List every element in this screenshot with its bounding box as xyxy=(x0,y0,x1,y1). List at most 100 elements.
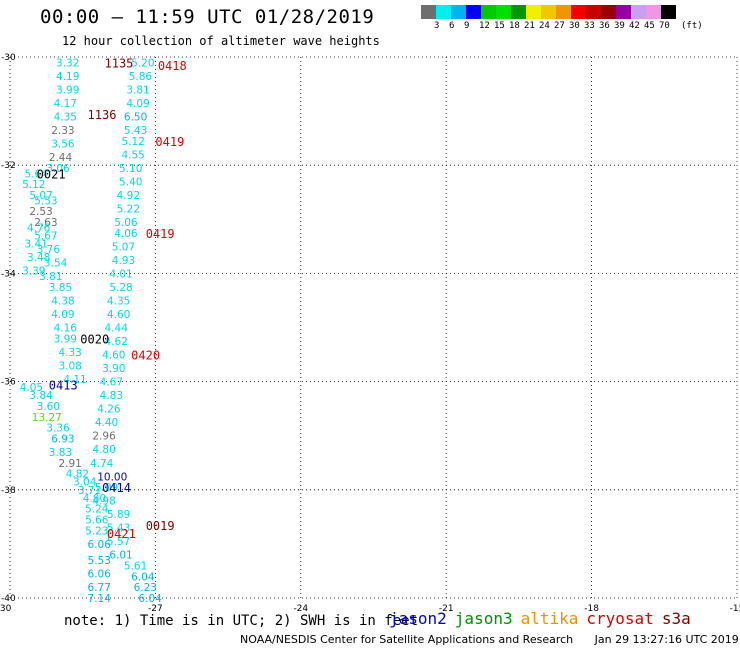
satellite-legend: jason2 jason3 altika cryosat s3a xyxy=(389,609,699,628)
swh-label: 2.63 xyxy=(34,217,57,229)
legend-label: 39 xyxy=(614,21,625,31)
swh-label: 5.09 xyxy=(95,482,118,494)
swh-label: 6.06 xyxy=(88,569,112,581)
pass-time-label: 0419 xyxy=(155,135,184,149)
legend-label: 45 xyxy=(644,21,655,31)
swh-label: 5.07 xyxy=(112,241,135,253)
swh-label: 5.20 xyxy=(131,57,154,69)
x-tick-label: -27 xyxy=(148,604,163,614)
swh-label: 5.40 xyxy=(119,176,142,188)
legend-swatch xyxy=(571,5,586,19)
swh-label: 4.06 xyxy=(114,228,138,240)
swh-label: 3.54 xyxy=(44,258,68,270)
swh-label: 4.74 xyxy=(90,458,114,470)
legend-label: 42 xyxy=(629,21,640,31)
swh-label: 4.17 xyxy=(54,98,77,110)
legend-swatch xyxy=(511,5,526,19)
pass-time-label: 0421 xyxy=(107,527,136,541)
swh-label: 4.35 xyxy=(54,112,77,124)
pass-time-labels: 1135 0418 1136 0419 0021 0419 0020 0420 0413 0414… xyxy=(37,56,187,541)
legend-swatch xyxy=(601,5,616,19)
x-tick-label: -18 xyxy=(584,604,599,614)
pass-time-label: 0020 xyxy=(80,332,109,346)
swh-label: 5.53 xyxy=(88,555,111,567)
swh-label: 3.56 xyxy=(51,139,75,151)
generated-timestamp: Jan 29 13:27:16 UTC 2019 xyxy=(594,633,739,646)
swh-label: 4.01 xyxy=(109,268,132,280)
pass-time-label: 0419 xyxy=(146,227,175,241)
swh-label: 6.06 xyxy=(88,539,112,551)
swh-label: 4.35 xyxy=(107,295,130,307)
color-legend: 3 6 9 12 15 18 21 24 27 30 33 36 39 42 45 70 (ft) xyxy=(421,5,740,33)
swh-label: 5.86 xyxy=(129,71,153,83)
swh-label: 4.33 xyxy=(58,347,81,359)
swh-label: 4.82 xyxy=(66,469,89,481)
swh-label: 3.84 xyxy=(29,390,53,402)
legend-label: 3 xyxy=(434,21,440,31)
legend-label: 33 xyxy=(584,21,595,31)
swh-label: 5.66 xyxy=(85,515,109,527)
swh-label: 5.61 xyxy=(124,561,147,573)
x-tick-label: -30 xyxy=(0,604,12,614)
satellite-name: altika xyxy=(520,609,579,628)
swh-label: 4.83 xyxy=(100,390,123,402)
x-tick-label: -15 xyxy=(730,604,740,614)
swh-label: 6.23 xyxy=(134,582,157,594)
legend-swatch xyxy=(556,5,571,19)
swh-label: 5.07 xyxy=(29,190,52,202)
swh-label: 4.05 xyxy=(20,382,43,394)
y-tick-label: -30 xyxy=(1,53,16,63)
legend-label: 36 xyxy=(599,21,610,31)
swh-label: 4.09 xyxy=(126,98,149,110)
swh-label: 3.39 xyxy=(22,266,45,278)
legend-swatches xyxy=(421,5,740,19)
swh-label: 4.60 xyxy=(107,309,130,321)
swh-label: 4.38 xyxy=(51,295,74,307)
legend-swatch xyxy=(586,5,601,19)
legend-label: 21 xyxy=(524,21,535,31)
footer-note: note: 1) Time is in UTC; 2) SWH is in fe… xyxy=(64,613,419,629)
swh-label: 3.90 xyxy=(102,363,125,375)
y-tick-label: -36 xyxy=(1,378,16,388)
swh-label: 3.60 xyxy=(37,401,60,413)
swh-label: 5.12 xyxy=(121,136,144,148)
legend-swatch xyxy=(541,5,556,19)
swh-label: 5.28 xyxy=(109,282,132,294)
swh-label: 5.12 xyxy=(22,179,45,191)
swh-label: 3.81 xyxy=(126,84,149,96)
axis-tick-labels: -30 -27 -24 -21 -18 -15 -30 -32 -34 -36 -38 -40 xyxy=(0,53,740,614)
swh-label: 3.81 xyxy=(39,271,62,283)
swh-label: 6.04 xyxy=(131,571,155,583)
y-tick-label: -38 xyxy=(1,486,16,496)
legend-label: 15 xyxy=(494,21,505,31)
legend-swatch xyxy=(421,5,436,19)
swh-label: 5.64 xyxy=(25,168,49,180)
pass-time-label: 1136 xyxy=(88,108,117,122)
swh-label: 3.32 xyxy=(56,57,79,69)
swh-label: 4.67 xyxy=(100,377,123,389)
legend-swatch xyxy=(661,5,676,19)
swh-label: 3.83 xyxy=(49,447,72,459)
swh-label: 4.80 xyxy=(83,493,106,505)
y-tick-label: -40 xyxy=(1,594,16,604)
page-subtitle: 12 hour collection of altimeter wave hei… xyxy=(62,34,380,48)
legend-swatch xyxy=(631,5,646,19)
swh-label: 4.11 xyxy=(63,374,86,386)
legend-label: 27 xyxy=(554,21,565,31)
satellite-name: s3a xyxy=(661,609,691,628)
swh-label: 3.48 xyxy=(27,252,50,264)
legend-label: 70 xyxy=(659,21,670,31)
swh-label: 3.08 xyxy=(58,360,81,372)
swh-label: 10.00 xyxy=(97,471,127,483)
legend-swatch xyxy=(466,5,481,19)
swh-label: 6.04 xyxy=(138,593,162,605)
swh-label: 13.27 xyxy=(32,412,62,424)
swh-label: 4.60 xyxy=(102,350,125,362)
swh-label: 6.50 xyxy=(124,112,147,124)
swh-label: 4.76 xyxy=(27,222,51,234)
swh-label: 2.33 xyxy=(51,125,74,137)
pass-time-label: 0420 xyxy=(131,349,160,363)
legend-label: 6 xyxy=(449,21,455,31)
legend-label: (ft) xyxy=(681,21,703,31)
swh-label: 5.67 xyxy=(34,231,57,243)
